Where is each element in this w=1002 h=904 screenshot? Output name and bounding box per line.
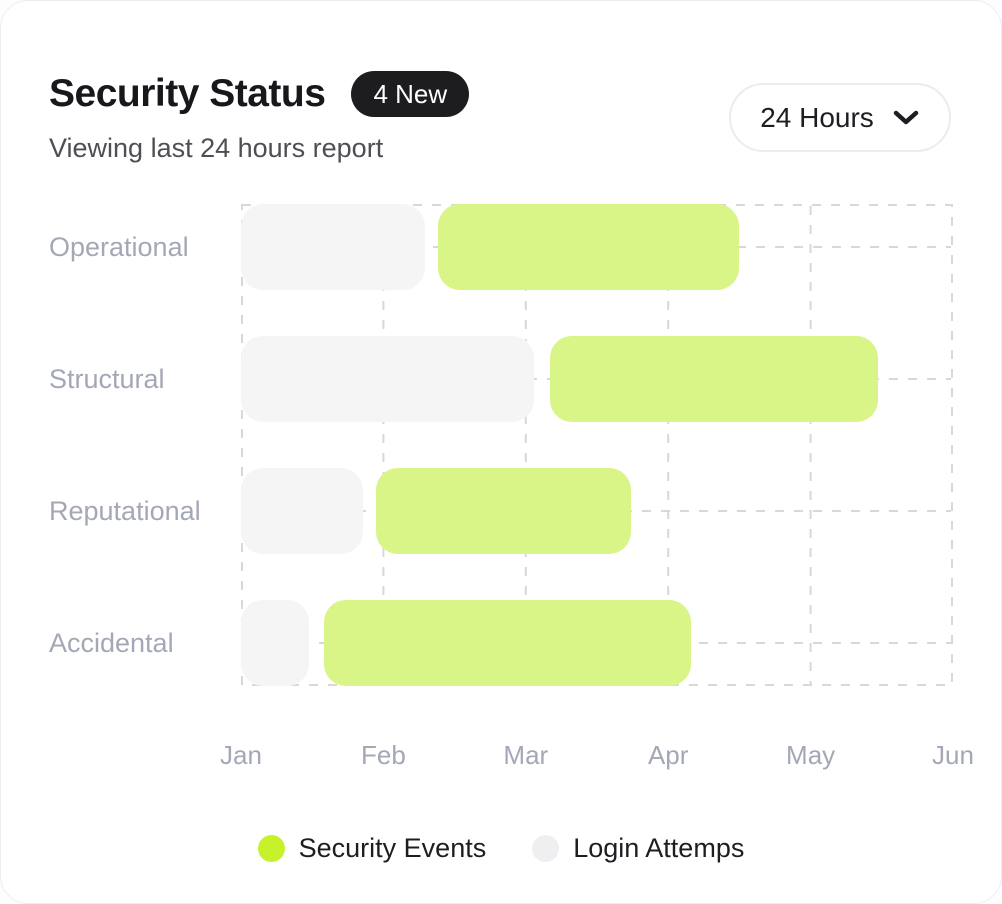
chevron-down-icon: [893, 110, 919, 124]
x-tick-jan: Jan: [220, 740, 262, 770]
legend-item-security-events: Security Events: [257, 833, 487, 864]
time-range-value: 24 Hours: [760, 101, 874, 133]
x-tick-apr: Apr: [647, 740, 689, 770]
category-label-operational: Operational: [49, 232, 189, 262]
bar-accidental-login-attempts: [241, 600, 310, 686]
new-count-badge: 4 New: [351, 71, 470, 117]
category-label-structural: Structural: [49, 364, 165, 394]
subtitle: Viewing last 24 hours report: [49, 133, 384, 163]
legend-dot-security-events: [257, 835, 285, 862]
category-label-reputational: Reputational: [49, 496, 201, 526]
bar-reputational-login-attempts: [241, 468, 364, 554]
x-tick-may: May: [786, 740, 836, 770]
chart-legend: Security Events Login Attemps: [1, 833, 1001, 864]
legend-item-login-attemps: Login Attemps: [532, 833, 744, 864]
x-tick-mar: Mar: [503, 740, 549, 770]
x-tick-feb: Feb: [360, 740, 406, 770]
card-header: Security Status 4 New Viewing last 24 ho…: [49, 71, 951, 164]
bar-structural-login-attempts: [241, 336, 535, 422]
bar-operational-login-attempts: [241, 204, 425, 290]
title-row: Security Status 4 New: [49, 71, 951, 117]
legend-label: Security Events: [298, 833, 487, 863]
time-range-dropdown[interactable]: 24 Hours: [729, 83, 951, 152]
bar-operational-security-events: [437, 204, 740, 290]
category-label-accidental: Accidental: [49, 628, 174, 658]
bar-structural-security-events: [550, 336, 878, 422]
bar-reputational-security-events: [376, 468, 632, 554]
x-axis: Jan Feb Mar Apr May Jun: [220, 738, 974, 772]
bar-accidental-security-events: [323, 600, 691, 686]
x-tick-jun: Jun: [932, 740, 974, 770]
legend-label: Login Attemps: [573, 833, 745, 863]
page-title: Security Status: [49, 72, 326, 115]
plot-area: [241, 204, 953, 686]
legend-dot-login-attemps: [532, 835, 560, 862]
